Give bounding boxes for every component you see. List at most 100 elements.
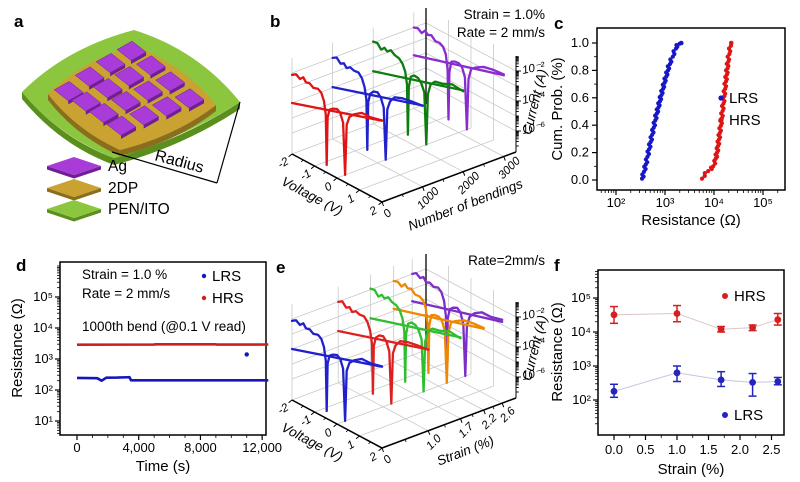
y-axis-title: Resistance (Ω)	[9, 298, 26, 398]
x-axis-title: Strain (%)	[658, 461, 725, 478]
y-tick-label: 2.6	[497, 405, 518, 426]
legend-swatch-Ag	[47, 157, 101, 175]
series-HRS	[699, 40, 734, 181]
pen-ito-layer-side	[22, 92, 240, 165]
y-tick-label: 10⁴	[571, 324, 591, 339]
panel-label-e: e	[276, 258, 286, 277]
panel-label-b: b	[270, 12, 281, 31]
resistance-vs-strain-chart: 10² 10³ 10⁴ 10⁵ 0.0 0.5 1.0 1.5 2.0 2.5 Strain (%)…	[549, 269, 785, 478]
y-tick-label: 10³	[34, 351, 53, 366]
resistance-vs-time-chart: 10¹ 10² 10³ 10⁴ 10⁵ 0 4,000 8,000 12,000 Time (s)…	[9, 261, 282, 475]
data-point-LRS	[749, 378, 756, 386]
legend-label-LRS: LRS	[729, 90, 758, 107]
axes-3d	[288, 8, 521, 207]
panel-label-f: f	[554, 256, 560, 275]
x-axis-title: Resistance (Ω)	[641, 212, 741, 229]
x-tick-label: 10²	[607, 195, 626, 210]
ag-pad-side	[120, 126, 136, 139]
x-tick-label: 1.0	[668, 442, 686, 457]
legend-dot-LRS	[718, 95, 724, 101]
panel-label-c: c	[554, 14, 564, 33]
legend-swatch-side	[47, 209, 101, 222]
x-tick-label: 2	[367, 450, 380, 464]
x-tick-label: 10⁴	[704, 195, 724, 210]
axes	[593, 271, 773, 440]
axes	[592, 42, 779, 195]
data-point-LRS	[774, 378, 782, 385]
x-tick-label: -2	[276, 401, 291, 417]
series-LRS	[610, 365, 782, 399]
ag-pad-side	[150, 66, 166, 79]
y-tick-label: 0.2	[571, 145, 589, 160]
ag-pad	[114, 66, 145, 87]
ag-pad	[135, 55, 166, 76]
annotation-strain: Strain = 1.0%	[463, 7, 545, 22]
data-point-HRS	[717, 325, 725, 333]
iv-sweep-line-0	[290, 101, 384, 122]
x-tick-label: 2	[367, 204, 380, 218]
iv-curves	[290, 271, 504, 422]
annotation-rate: Rate=2mm/s	[468, 253, 545, 268]
y-axis-title: Resistance (Ω)	[549, 302, 566, 402]
x-tick-label: 1.5	[699, 442, 717, 457]
x-axis-title: Time (s)	[136, 458, 190, 475]
legend-label-HRS: HRS	[212, 290, 244, 307]
iv-sweep-line-2.2	[392, 307, 485, 330]
ag-pad-side	[166, 107, 182, 120]
retention-line-LRS	[76, 375, 269, 382]
iv-curve-2.6	[411, 271, 504, 378]
x-tick-label: 8,000	[184, 440, 217, 455]
iv-curve-0	[290, 73, 384, 176]
series-HRS	[610, 304, 782, 333]
legend-label-LRS: LRS	[734, 407, 763, 424]
panel-b-annotation: Strain = 1.0% Rate = 2 mm/s	[395, 6, 545, 42]
plot-frame	[59, 261, 267, 436]
iv-curve-1.0	[337, 300, 430, 405]
x-tick-label: 1	[345, 439, 357, 453]
x-tick-label: 0	[323, 426, 335, 440]
annotation-rate: Rate = 2 mm/s	[456, 25, 545, 40]
ag-pad-side	[110, 64, 126, 77]
iv-sweep-line-1000	[331, 85, 424, 107]
y-tick-label: 0.8	[571, 62, 589, 77]
iv-sweep-line-3000	[412, 54, 505, 77]
ag-pad-side	[131, 52, 147, 65]
iv-sweep-line-1.0	[337, 329, 430, 351]
ag-pad-side	[125, 102, 141, 115]
ag-pad	[71, 91, 102, 112]
ag-pad	[133, 80, 164, 101]
ag-pad	[155, 71, 186, 92]
legend-label-Ag: Ag	[108, 158, 127, 175]
x-tick-label: 2.0	[731, 442, 749, 457]
legend-label-PEN/ITO: PEN/ITO	[108, 201, 170, 218]
plot-frame	[597, 269, 785, 436]
x-axis-title: Voltage (V)	[279, 174, 345, 219]
z-tick-label: 10⁻⁴	[521, 90, 547, 107]
x-tick-label: 2.5	[762, 442, 780, 457]
y-tick-label: 10²	[34, 382, 53, 397]
y-tick-label: 10⁵	[33, 289, 53, 304]
z-tick-label: 10⁻²	[521, 306, 547, 323]
ag-pad	[111, 91, 141, 112]
flexible-device	[22, 30, 240, 165]
x-tick-label: 1	[345, 193, 357, 207]
x-tick-label: 4,000	[122, 440, 155, 455]
ag-pad	[88, 102, 119, 123]
x-tick-label: 0	[323, 180, 335, 194]
ag-pad	[95, 53, 126, 74]
legend-dot-HRS	[201, 295, 207, 301]
ag-pad	[74, 66, 105, 87]
panel-label-d: d	[16, 256, 27, 275]
iv-curves	[290, 26, 505, 176]
plot-frame	[596, 27, 786, 191]
cum-prob-vs-resistance-chart: 10² 10³ 10⁴ 10⁵ 0.0 0.2 0.4 0.6 0.8 1.0 Resistance…	[549, 27, 786, 229]
ag-pad-side	[103, 114, 119, 127]
y-tick-label: 10²	[572, 392, 591, 407]
y-axis-title: Cum. Prob. (%)	[549, 57, 566, 160]
ag-pad	[116, 40, 147, 61]
y-tick-label: 2.2	[479, 412, 500, 433]
iv-sweep-line-2.6	[411, 300, 504, 324]
